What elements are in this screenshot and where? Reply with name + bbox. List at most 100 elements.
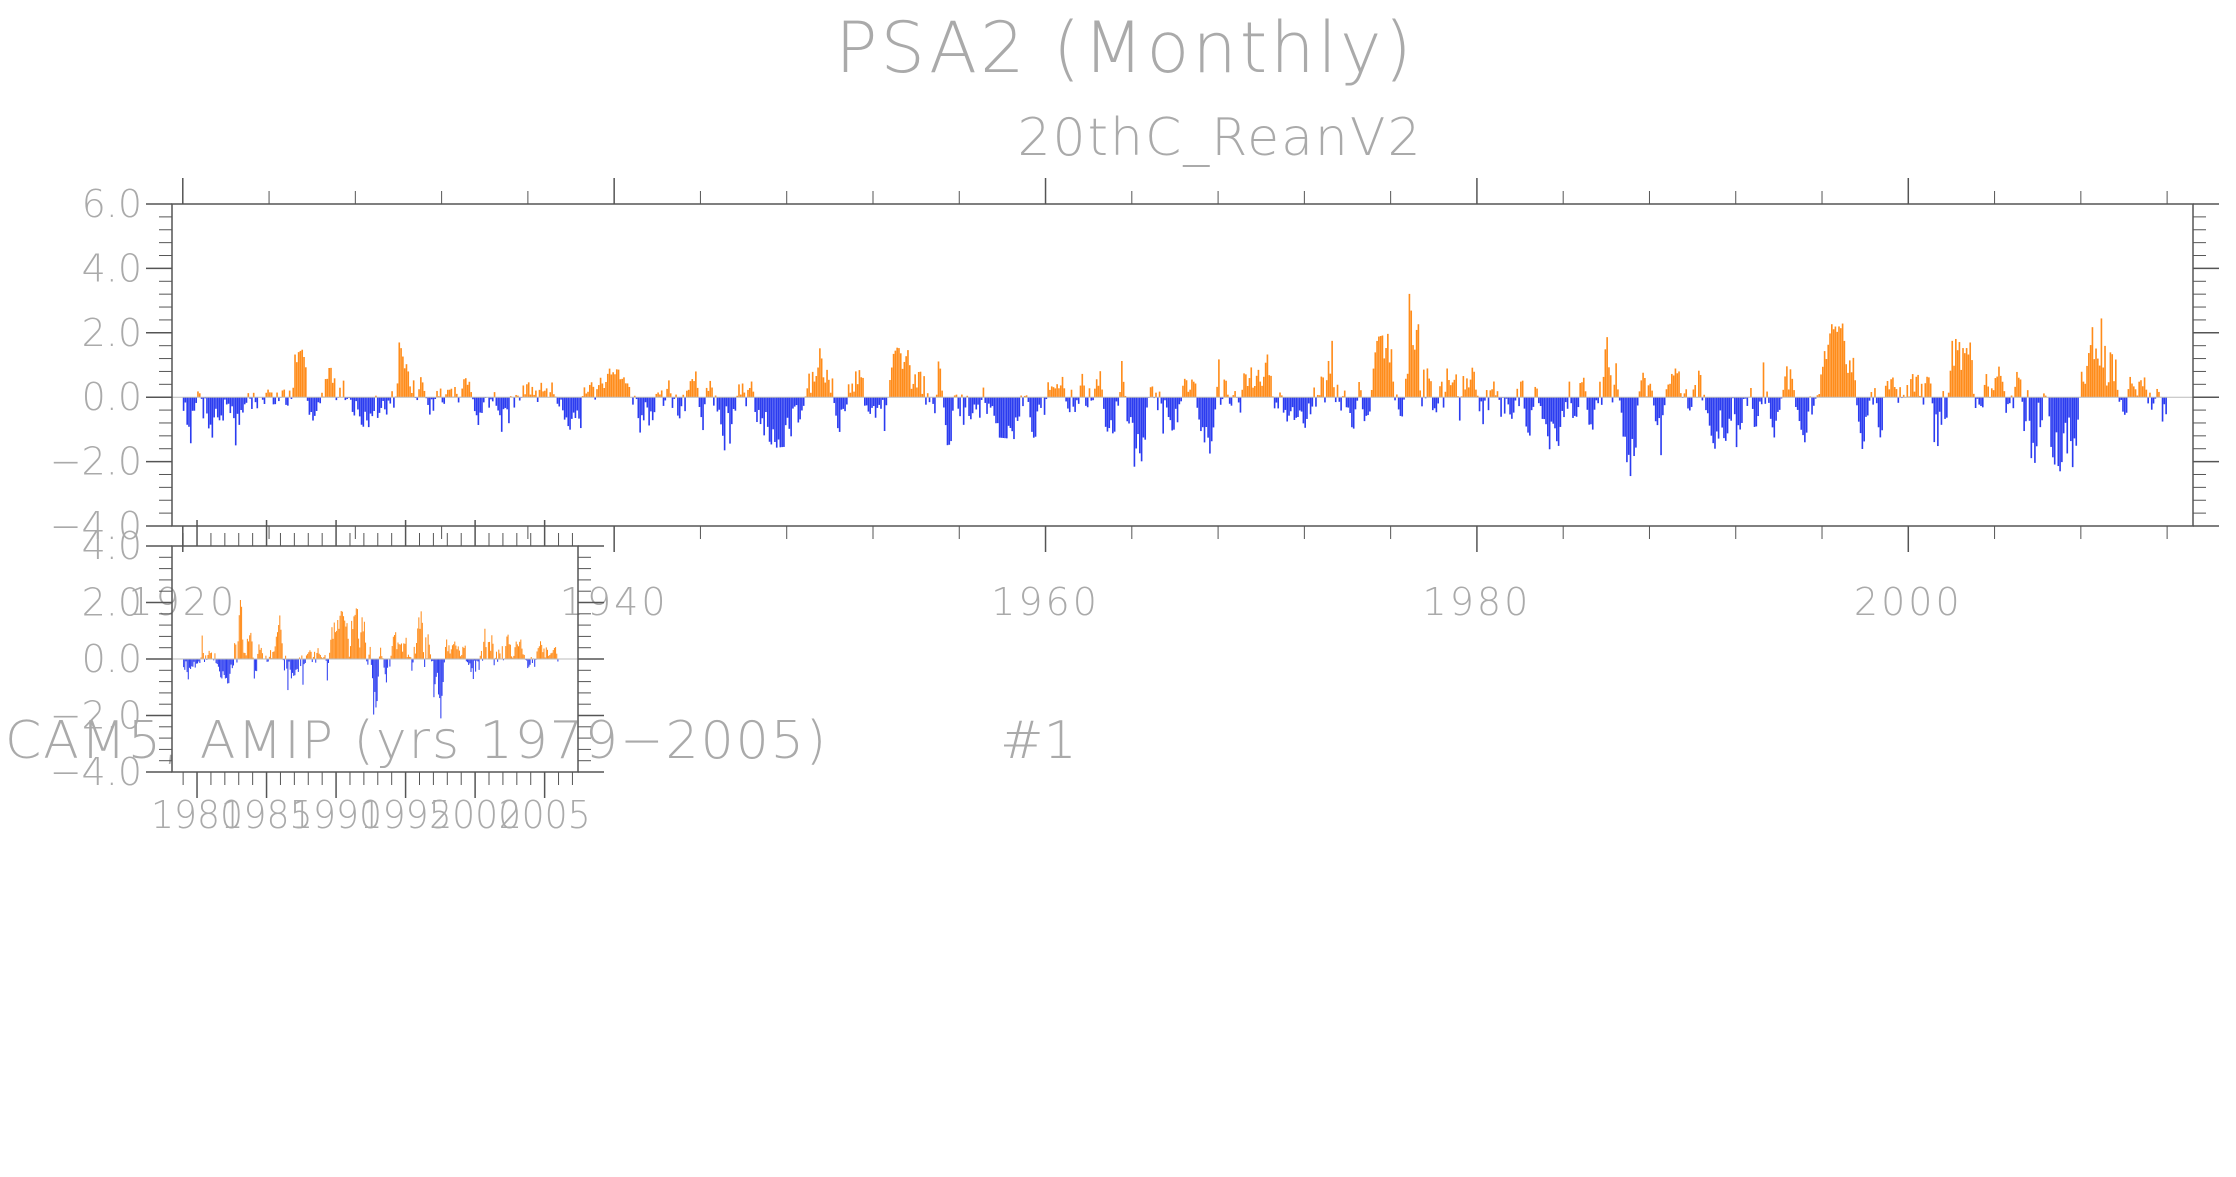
bar-positive — [391, 646, 393, 659]
bar-negative — [1545, 397, 1547, 425]
bar-negative — [2034, 397, 2036, 463]
bar-positive — [461, 654, 463, 659]
bar-negative — [632, 397, 634, 405]
bar-positive — [1665, 389, 1668, 398]
bar-positive — [1521, 380, 1524, 398]
bar-positive — [1926, 376, 1928, 398]
bar-negative — [2152, 397, 2155, 404]
bar-positive — [1699, 375, 1702, 398]
bar-positive — [347, 638, 349, 659]
bar-negative — [957, 397, 960, 409]
bar-positive — [517, 395, 519, 398]
bar-positive — [2116, 389, 2119, 398]
bar-negative — [207, 397, 210, 429]
bar-positive — [624, 383, 627, 398]
bar-positive — [208, 650, 210, 659]
bar-positive — [908, 365, 911, 398]
bar-negative — [1435, 397, 1438, 413]
bar-positive — [2044, 395, 2047, 398]
y-tick-label: 2.0 — [82, 581, 142, 625]
bar-negative — [217, 659, 219, 667]
bar-negative — [1505, 397, 1508, 399]
bar-positive — [1325, 380, 1328, 398]
bar-positive — [1955, 338, 1957, 398]
bar-positive — [1088, 388, 1091, 398]
bar-positive — [1467, 387, 1470, 398]
bar-negative — [1978, 397, 1981, 405]
bar-positive — [447, 389, 449, 398]
bar-positive — [214, 653, 216, 659]
bar-negative — [478, 659, 480, 670]
bar-positive — [1516, 388, 1519, 398]
bar-positive — [248, 641, 250, 659]
bar-positive — [921, 393, 924, 398]
bar-positive — [1255, 375, 1258, 398]
bar-positive — [197, 391, 199, 398]
bar-negative — [295, 659, 297, 670]
bar-negative — [932, 397, 934, 404]
bar-negative — [240, 397, 242, 411]
bar-negative — [1775, 397, 1777, 421]
bar-negative — [1203, 397, 1206, 443]
bar-negative — [499, 397, 501, 416]
bar-negative — [230, 659, 232, 665]
bar-positive — [898, 348, 900, 398]
bar-positive — [250, 632, 252, 659]
bar-positive — [549, 654, 551, 659]
bar-negative — [227, 397, 230, 404]
bar-negative — [431, 659, 433, 662]
bar-negative — [467, 659, 469, 663]
bar-negative — [435, 659, 437, 677]
bar-negative — [734, 397, 737, 411]
bar-negative — [472, 397, 474, 400]
bar-positive — [1378, 336, 1380, 398]
bar-negative — [563, 397, 566, 420]
bar-negative — [790, 397, 792, 437]
bar-negative — [326, 659, 328, 681]
bar-negative — [1798, 397, 1801, 422]
bar-negative — [229, 397, 232, 414]
bar-positive — [2143, 377, 2146, 398]
bar-negative — [2118, 397, 2121, 402]
bar-positive — [402, 651, 404, 659]
bar-positive — [824, 382, 827, 398]
bar-negative — [865, 397, 868, 406]
bar-negative — [1167, 397, 1170, 418]
bar-positive — [458, 650, 460, 659]
bar-negative — [1538, 397, 1540, 404]
bar-positive — [522, 654, 524, 659]
bar-negative — [1591, 397, 1594, 430]
bar-positive — [2019, 379, 2022, 398]
bar-negative — [1631, 397, 1634, 439]
bar-negative — [1933, 397, 1936, 443]
bar-positive — [490, 650, 492, 659]
bar-positive — [298, 657, 301, 659]
bar-negative — [274, 397, 277, 405]
bar-negative — [465, 659, 467, 662]
bar-positive — [2003, 391, 2006, 398]
bar-negative — [1424, 397, 1427, 399]
bar-positive — [259, 649, 261, 659]
bar-negative — [1778, 397, 1781, 410]
bar-negative — [1086, 397, 1089, 408]
bar-negative — [219, 659, 221, 672]
bar-negative — [504, 397, 507, 408]
bar-negative — [2123, 397, 2126, 415]
bar-negative — [203, 659, 206, 662]
y-tick-label: −2.0 — [50, 694, 142, 738]
bar-positive — [1608, 367, 1610, 398]
bar-positive — [1996, 376, 1998, 398]
bar-positive — [487, 642, 489, 659]
bar-positive — [1919, 395, 1921, 398]
bar-negative — [1174, 397, 1177, 409]
bar-positive — [2086, 365, 2088, 398]
bar-positive — [329, 652, 331, 659]
bar-negative — [441, 659, 443, 696]
bar-negative — [294, 659, 296, 676]
bar-positive — [513, 655, 515, 659]
bar-negative — [1687, 397, 1689, 409]
bar-positive — [324, 379, 327, 398]
bar-negative — [799, 397, 801, 420]
bar-negative — [986, 397, 988, 414]
bar-negative — [1523, 397, 1526, 409]
